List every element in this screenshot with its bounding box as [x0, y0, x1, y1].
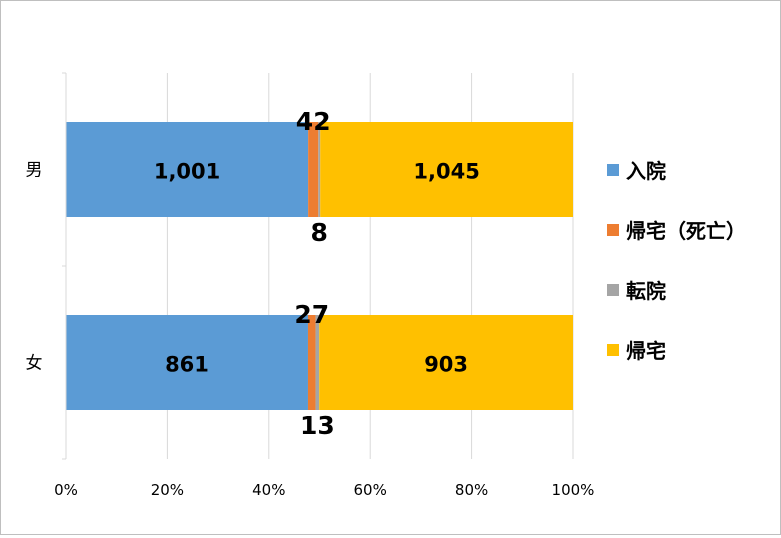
bar-segment: [308, 122, 319, 217]
data-label: 27: [294, 300, 329, 329]
bar-segment: [315, 315, 320, 410]
data-label: 13: [300, 411, 335, 440]
data-label: 903: [424, 353, 468, 377]
data-label: 861: [165, 353, 209, 377]
legend-swatch: [607, 164, 619, 176]
data-label: 8: [311, 218, 328, 247]
category-label: 男: [26, 161, 43, 181]
x-tick-label: 0%: [54, 481, 78, 499]
data-label: 1,045: [413, 160, 479, 184]
bar-segment: [319, 315, 573, 410]
bar-segment: [318, 122, 321, 217]
legend-label: 転院: [626, 279, 666, 303]
bar-segment: [66, 315, 308, 410]
x-tick-label: 100%: [552, 481, 595, 499]
bars: [66, 122, 573, 410]
x-tick-label: 80%: [455, 481, 488, 499]
data-label: 1,001: [154, 160, 220, 184]
legend-swatch: [607, 224, 619, 236]
data-labels: 1,001 42 8 1,045 861 27 13 903: [154, 107, 480, 440]
x-tick-label: 20%: [151, 481, 184, 499]
data-label: 42: [296, 107, 331, 136]
bar-segment: [307, 315, 316, 410]
x-tick-label: 60%: [354, 481, 387, 499]
legend-swatch: [607, 344, 619, 356]
axes: 0% 20% 40% 60% 80% 100% 男女: [26, 72, 595, 499]
legend-label: 帰宅: [626, 339, 666, 363]
bar-segment: [320, 122, 573, 217]
category-label: 女: [26, 354, 43, 374]
x-tick-label: 40%: [252, 481, 285, 499]
bar-segment: [66, 122, 309, 217]
legend-label: 入院: [626, 159, 666, 183]
legend-swatch: [607, 284, 619, 296]
legend-label: 帰宅（死亡）: [626, 219, 746, 243]
